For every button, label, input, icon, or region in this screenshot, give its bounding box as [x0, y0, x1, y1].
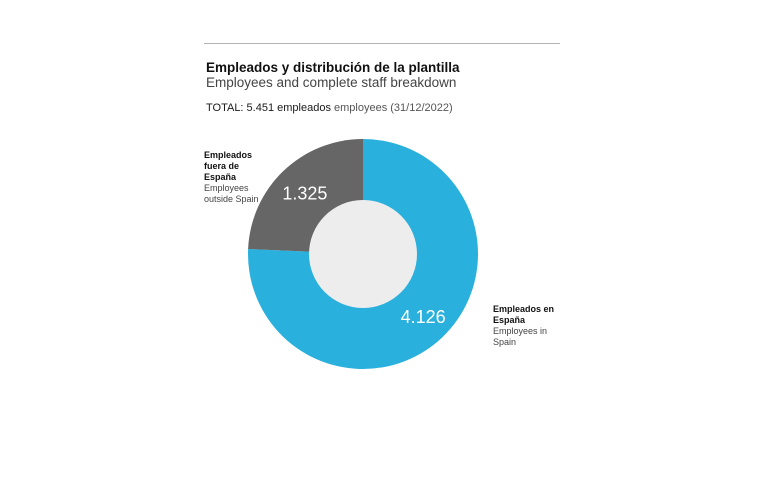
- slice-value-spain: 4.126: [401, 307, 446, 327]
- donut-hole: [309, 200, 417, 308]
- top-divider: [204, 43, 560, 44]
- label-outside-en: Employees outside Spain: [204, 183, 259, 204]
- label-spain-es: Empleados en España: [493, 304, 555, 325]
- chart-subtitle: Employees and complete staff breakdown: [206, 75, 457, 90]
- total-label: TOTAL: 5.451 empleados: [206, 102, 331, 114]
- label-spain-en: Employees in Spain: [493, 326, 548, 347]
- slice-value-outside: 1.325: [282, 183, 327, 203]
- label-spain: Empleados en España Employees in Spain: [493, 304, 567, 348]
- chart-title: Empleados y distribución de la plantilla: [206, 60, 460, 75]
- total-label-en: employees (31/12/2022): [334, 102, 453, 114]
- total-employees: TOTAL: 5.451 empleados employees (31/12/…: [206, 102, 453, 114]
- label-outside-spain: Empleados fuera de España Employees outs…: [204, 150, 266, 205]
- label-outside-es: Empleados fuera de España: [204, 150, 253, 182]
